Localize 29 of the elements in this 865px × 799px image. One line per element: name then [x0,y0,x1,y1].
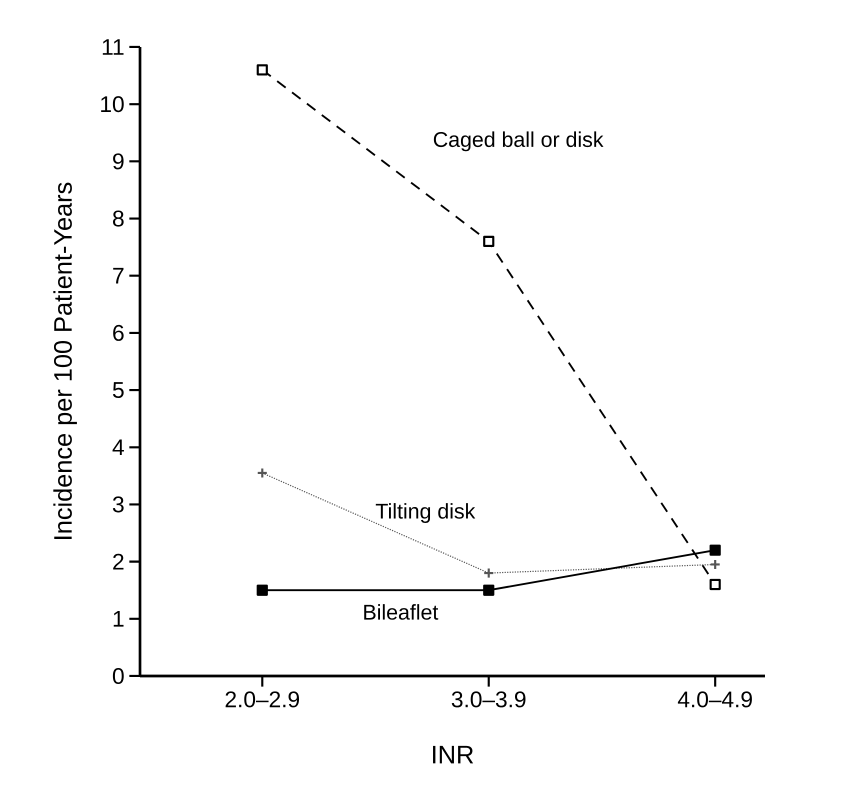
y-tick-label: 4 [112,439,124,456]
point [710,544,721,556]
y-tick-label: 7 [113,268,124,284]
point [483,584,494,596]
series-label: Tilting disk [376,503,476,523]
x-tick-label: 4.0–4.9 [678,691,752,708]
x-tick-label: 3.0–3.9 [452,691,526,708]
y-tick-label: 1 [114,611,124,627]
y-tick-label: 11 [102,39,124,55]
point [710,578,721,590]
y-tick-label: 5 [112,382,124,398]
y-tick-label: 0 [112,668,124,684]
point [256,467,268,479]
y-tick-label: 3 [112,496,124,512]
y-axis-title: Incidence per 100 Patient-Years [53,182,77,539]
y-tick-label: 2 [113,554,124,570]
y-tick-label: 6 [113,324,124,341]
point [710,558,721,570]
x-tick-label: 2.0–2.9 [226,691,300,708]
point [256,64,268,76]
y-tick-label: 9 [113,153,124,170]
y-tick-label: 8 [113,210,124,227]
point [256,584,268,596]
point [483,567,494,579]
x-axis-title: INR [433,746,474,764]
y-tick-label: 10 [101,96,124,112]
point [483,236,494,248]
series-label: Bileaflet [364,604,438,620]
series-label: Caged ball or disk [434,131,604,152]
